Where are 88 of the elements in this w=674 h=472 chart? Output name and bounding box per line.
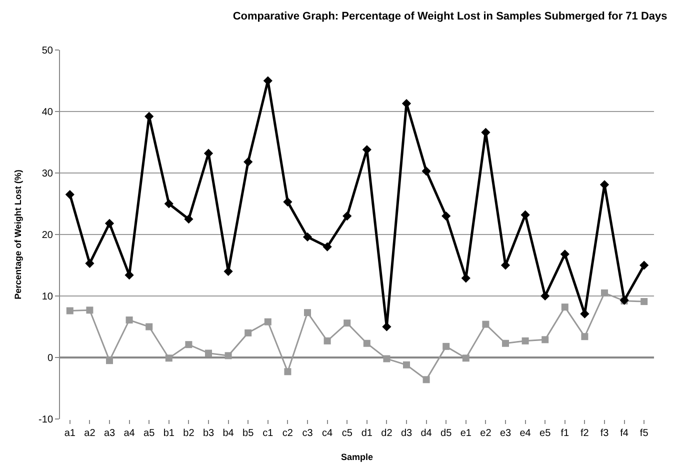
x-tick-label: f5 bbox=[640, 428, 649, 439]
point bbox=[304, 309, 311, 316]
x-tick-label: a4 bbox=[124, 428, 136, 439]
x-tick-label: c3 bbox=[302, 428, 314, 439]
x-tick-label: b3 bbox=[202, 428, 214, 439]
point bbox=[581, 333, 588, 340]
point bbox=[342, 212, 352, 221]
point bbox=[184, 214, 194, 224]
y-tick-label: 30 bbox=[42, 168, 54, 180]
x-tick-label: e5 bbox=[540, 428, 552, 439]
x-tick-label: e4 bbox=[520, 428, 532, 439]
point bbox=[224, 352, 232, 360]
point bbox=[500, 260, 510, 270]
x-axis-title: Sample bbox=[340, 452, 374, 462]
point bbox=[86, 306, 94, 314]
y-axis-title: Percentage of Weight Lost (%) bbox=[12, 170, 23, 300]
point bbox=[185, 341, 192, 348]
point bbox=[442, 342, 450, 350]
point bbox=[522, 337, 529, 344]
point bbox=[324, 337, 331, 344]
point bbox=[520, 210, 530, 220]
point bbox=[164, 199, 174, 208]
x-tick-label: e3 bbox=[500, 428, 512, 439]
point bbox=[560, 250, 570, 259]
point bbox=[422, 376, 430, 384]
x-tick-label: f3 bbox=[600, 428, 610, 439]
point bbox=[363, 340, 370, 347]
y-tick-label: 50 bbox=[42, 46, 54, 56]
x-tick-label: b1 bbox=[163, 428, 175, 439]
x-tick-label: a5 bbox=[144, 428, 156, 439]
point bbox=[422, 166, 431, 176]
y-tick-label: 10 bbox=[42, 292, 54, 302]
point bbox=[302, 232, 312, 242]
y-tick-label: -10 bbox=[38, 414, 54, 426]
x-tick-label: b2 bbox=[183, 428, 195, 439]
point bbox=[65, 190, 74, 200]
point bbox=[442, 212, 451, 221]
point bbox=[542, 336, 549, 344]
point bbox=[106, 357, 113, 364]
point bbox=[502, 340, 509, 347]
x-tick-label: e2 bbox=[480, 428, 492, 439]
x-tick-label: f4 bbox=[620, 428, 629, 439]
x-tick-label: c2 bbox=[282, 428, 294, 439]
y-tick-label: 40 bbox=[42, 107, 54, 118]
point bbox=[264, 318, 272, 326]
x-tick-label: f2 bbox=[580, 428, 590, 439]
point bbox=[204, 148, 214, 158]
x-tick-label: c1 bbox=[262, 428, 274, 439]
chart-title: Comparative Graph: Percentage of Weight Lost in Samples Submerged for 71 Days bbox=[232, 10, 668, 22]
point bbox=[600, 180, 610, 190]
point bbox=[126, 316, 133, 324]
point bbox=[322, 242, 332, 252]
point bbox=[640, 298, 648, 306]
y-tick-label: 0 bbox=[47, 353, 54, 364]
point bbox=[165, 354, 172, 362]
x-tick-label: b4 bbox=[222, 428, 234, 439]
x-tick-label: b5 bbox=[242, 428, 254, 439]
point bbox=[403, 361, 410, 368]
x-tick-label: d5 bbox=[440, 428, 452, 439]
y-tick-label: 20 bbox=[42, 230, 54, 241]
point bbox=[640, 260, 649, 270]
point bbox=[85, 258, 94, 268]
x-tick-label: d3 bbox=[400, 428, 412, 439]
point bbox=[383, 355, 390, 362]
point bbox=[284, 368, 292, 376]
x-tick-label: a3 bbox=[104, 428, 116, 439]
point bbox=[482, 320, 490, 328]
x-tick-label: a1 bbox=[64, 428, 76, 439]
x-tick-label: a2 bbox=[84, 428, 96, 439]
x-tick-label: e1 bbox=[460, 428, 472, 439]
point bbox=[244, 157, 253, 166]
point bbox=[244, 329, 252, 336]
x-tick-label: d1 bbox=[361, 428, 373, 439]
x-tick-label: f1 bbox=[560, 428, 570, 439]
point bbox=[462, 354, 470, 362]
point bbox=[561, 304, 568, 311]
point bbox=[205, 350, 212, 357]
x-tick-label: d4 bbox=[420, 428, 432, 439]
x-tick-label: c5 bbox=[342, 428, 353, 439]
point bbox=[540, 291, 550, 301]
point bbox=[66, 307, 74, 314]
point bbox=[104, 218, 114, 228]
point bbox=[146, 323, 153, 330]
x-tick-label: d2 bbox=[381, 428, 393, 439]
x-tick-label: c4 bbox=[322, 428, 334, 439]
point bbox=[344, 320, 351, 327]
point bbox=[283, 197, 292, 206]
point bbox=[601, 289, 608, 296]
